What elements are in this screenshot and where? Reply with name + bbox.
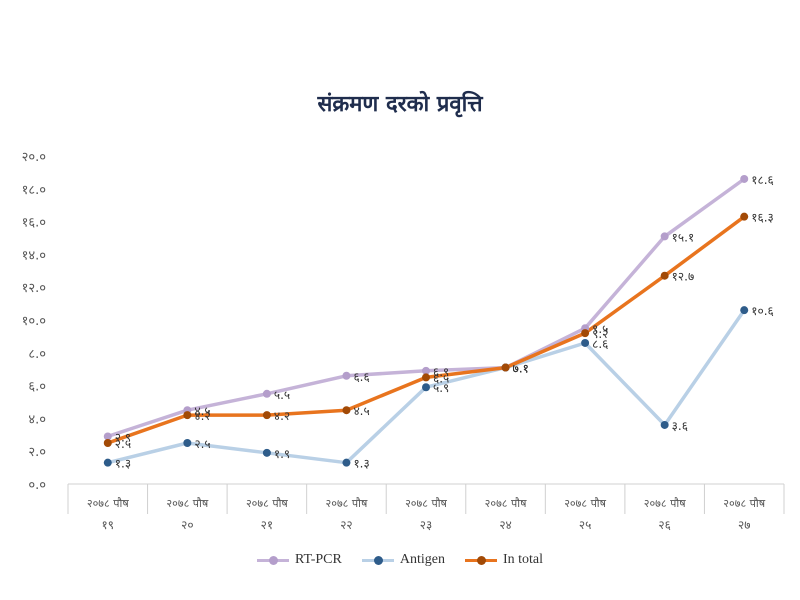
data-label-2: २.५ xyxy=(115,437,131,451)
y-tick-label: १८.० xyxy=(22,183,46,198)
data-label-2: ७.१ xyxy=(513,362,529,376)
data-label-1: ८.६ xyxy=(592,337,608,351)
chart-title: संक्रमण दरको प्रवृत्ति xyxy=(317,92,483,117)
data-label-0: ६.९ xyxy=(433,365,449,379)
legend-item-2: In total xyxy=(464,552,544,568)
data-point-1 xyxy=(422,383,430,392)
y-tick-label: २०.० xyxy=(22,150,46,165)
data-point-1 xyxy=(581,338,590,347)
legend-swatch xyxy=(464,555,497,565)
x-tick-label: २०७८ पौष xyxy=(644,497,686,510)
data-label-1: १.९ xyxy=(274,447,290,461)
data-point-2 xyxy=(422,373,430,382)
data-point-0 xyxy=(103,432,112,441)
data-point-0 xyxy=(660,232,669,241)
data-label-1: ७.१ xyxy=(513,362,529,376)
data-label-2: ६.५ xyxy=(433,371,449,385)
data-point-2 xyxy=(262,411,271,420)
data-label-0: १५.१ xyxy=(672,230,695,244)
chart-axes xyxy=(67,483,785,514)
legend-label: RT-PCR xyxy=(294,552,342,567)
x-tick-label-day: २६ xyxy=(658,518,670,532)
y-tick-label: ०.० xyxy=(28,478,46,493)
y-tick-label: ८.० xyxy=(28,347,46,362)
y-tick-label: १०.० xyxy=(22,314,46,329)
data-point-2 xyxy=(183,411,192,420)
y-tick-label: १४.० xyxy=(22,248,46,263)
legend-swatch xyxy=(256,555,289,565)
data-label-0: ७.१ xyxy=(513,362,529,376)
data-point-2 xyxy=(660,271,669,280)
data-label-1: १०.६ xyxy=(751,304,774,318)
data-label-1: ३.६ xyxy=(672,419,688,433)
x-tick-label: २०७८ पौष xyxy=(405,497,447,510)
legend-label: In total xyxy=(502,552,544,567)
y-tick-label: १६.० xyxy=(22,216,46,231)
data-label-2: ४.२ xyxy=(274,409,290,423)
data-point-2 xyxy=(501,363,510,372)
data-label-2: १२.७ xyxy=(672,270,695,284)
y-tick-label: ४.० xyxy=(28,412,46,427)
data-point-1 xyxy=(342,458,351,467)
data-point-2 xyxy=(740,212,749,221)
series-markers xyxy=(103,174,749,467)
legend-swatch xyxy=(361,555,394,565)
data-point-1 xyxy=(183,439,192,447)
x-tick-label-day: २४ xyxy=(499,518,511,532)
x-tick-label: २०७८ पौष xyxy=(485,497,527,510)
x-tick-label-day: २१ xyxy=(261,518,273,532)
legend-marker xyxy=(476,555,486,565)
data-labels: २.९ ४.५ ५.५ ६.६ ६.९ ७.१ ९.५ १५.१ १८.६ १.३ २.५ १.९ १.… xyxy=(115,173,774,471)
legend-label: Antigen xyxy=(399,552,445,567)
data-label-1: २.५ xyxy=(194,437,210,451)
legend-item-1: Antigen xyxy=(361,552,445,568)
data-label-0: १८.६ xyxy=(751,173,774,187)
data-point-2 xyxy=(342,406,351,415)
data-point-0 xyxy=(422,366,430,375)
tick-labels: ०.० २.० ४.० ६.० ८.० १०.० १२.० १४.० १६.० १८.० २०.० २… xyxy=(22,150,766,532)
data-point-0 xyxy=(262,389,271,398)
data-label-0: ४.५ xyxy=(194,404,210,418)
legend-marker xyxy=(268,555,278,565)
data-point-0 xyxy=(740,174,749,183)
data-label-0: ५.५ xyxy=(274,388,290,402)
x-tick-label-day: २० xyxy=(181,518,193,532)
y-tick-label: ६.० xyxy=(28,380,46,395)
data-label-2: ९.२ xyxy=(592,327,608,341)
data-label-2: ४.५ xyxy=(353,404,369,418)
x-tick-label: २०७८ पौष xyxy=(87,497,129,510)
x-tick-label: २०७८ पौष xyxy=(246,497,288,510)
data-point-2 xyxy=(581,329,590,338)
x-tick-label-day: २७ xyxy=(738,518,750,532)
data-label-2: १६.३ xyxy=(751,211,774,225)
x-tick-label: २०७८ पौष xyxy=(564,497,606,510)
data-label-1: १.३ xyxy=(353,457,369,471)
data-point-1 xyxy=(262,448,271,457)
data-label-1: ५.९ xyxy=(433,381,449,395)
data-point-1 xyxy=(740,306,749,315)
y-tick-label: १२.० xyxy=(22,281,46,296)
chart-legend: RT-PCR Antigen In total xyxy=(0,552,800,568)
data-label-1: १.३ xyxy=(115,457,131,471)
data-point-1 xyxy=(103,458,112,467)
x-tick-label-day: १९ xyxy=(102,518,114,532)
x-tick-label: २०७८ पौष xyxy=(326,497,368,510)
x-tick-label-day: २५ xyxy=(579,518,591,532)
x-tick-label: २०७८ पौष xyxy=(723,497,765,510)
data-label-2: ४.२ xyxy=(194,409,210,423)
legend-item-0: RT-PCR xyxy=(256,552,342,568)
x-tick-label: २०७८ पौष xyxy=(166,497,208,510)
data-point-1 xyxy=(660,420,669,429)
series-line-0 xyxy=(106,177,746,439)
x-tick-label-day: २३ xyxy=(420,518,432,532)
legend-marker xyxy=(373,555,383,565)
y-tick-label: २.० xyxy=(28,445,46,460)
data-label-0: ६.६ xyxy=(353,370,369,384)
data-point-2 xyxy=(103,439,112,447)
data-point-0 xyxy=(342,371,351,380)
x-tick-label-day: २२ xyxy=(340,518,352,532)
data-label-0: ९.५ xyxy=(592,322,608,336)
data-label-0: २.९ xyxy=(115,430,131,444)
